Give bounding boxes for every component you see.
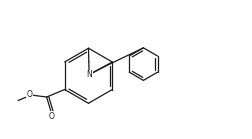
Text: O: O	[27, 90, 33, 99]
Text: O: O	[48, 112, 54, 121]
Text: N: N	[86, 70, 92, 79]
